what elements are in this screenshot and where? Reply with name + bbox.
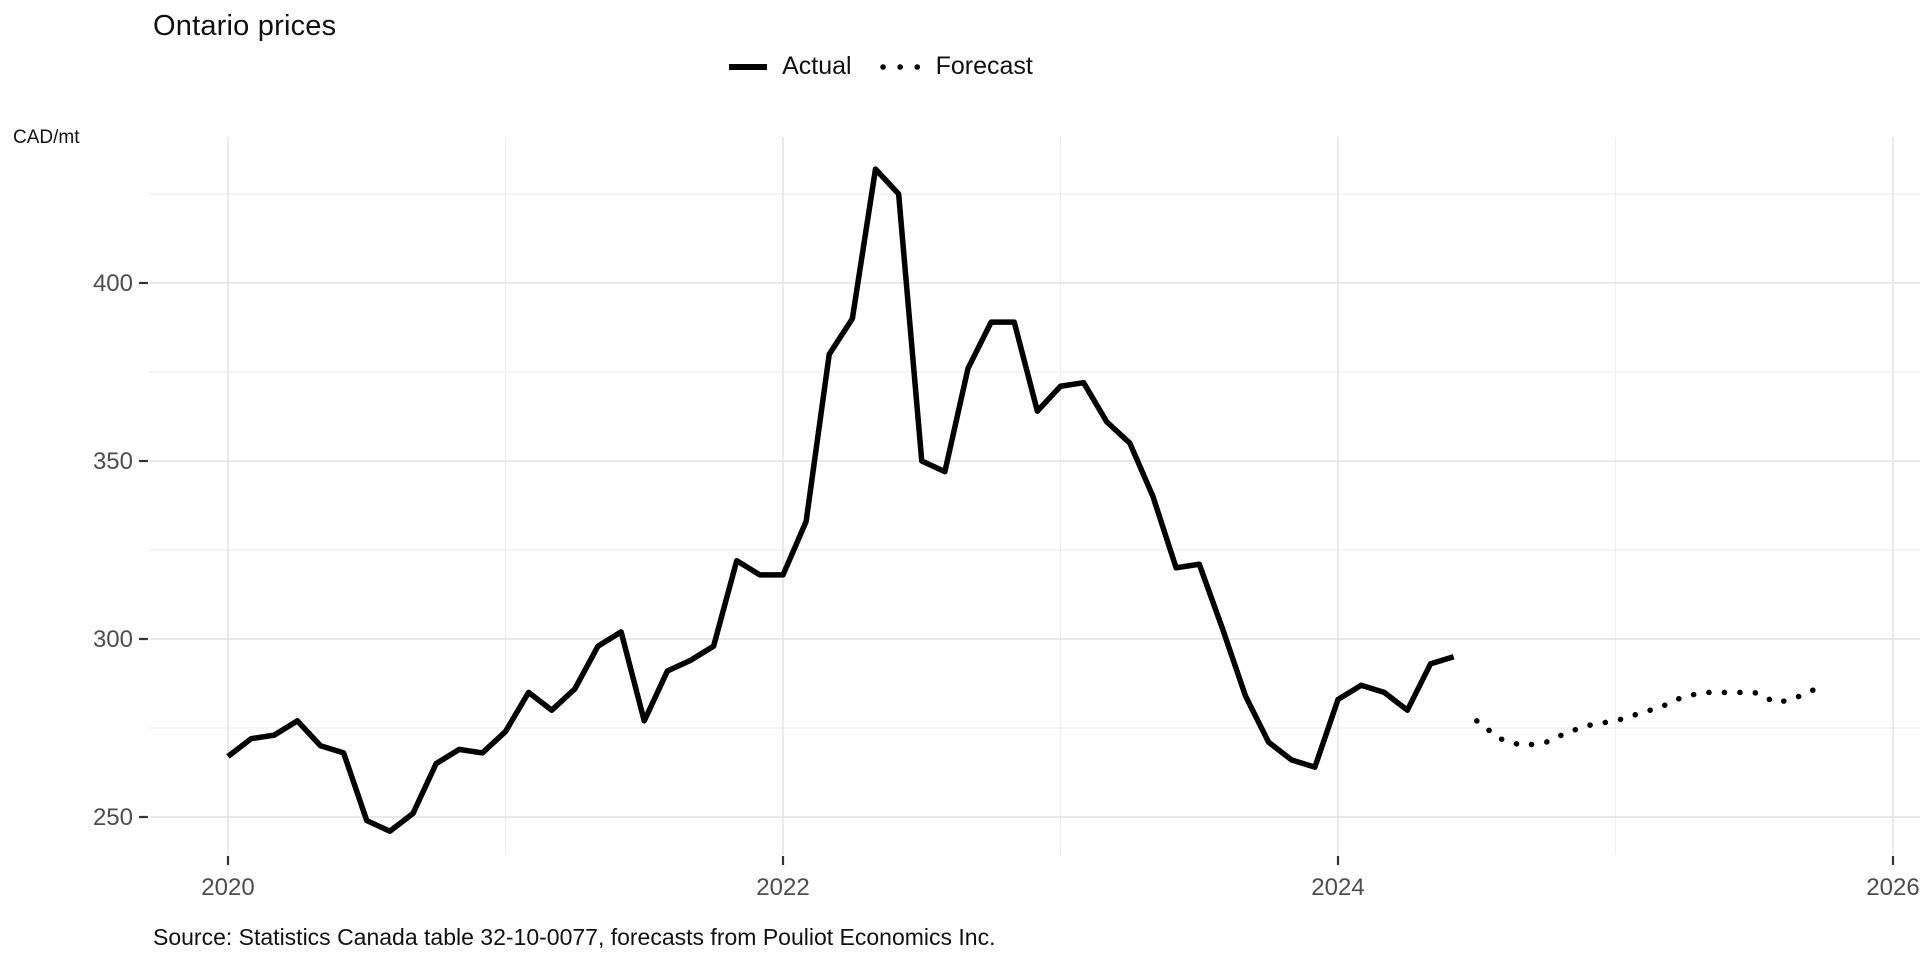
legend-actual-line-swatch: [727, 62, 769, 72]
y-tick-label: 250: [93, 804, 133, 831]
legend-forecast-label: Forecast: [935, 52, 1033, 80]
source-caption: Source: Statistics Canada table 32-10-00…: [153, 924, 996, 950]
x-tick-label: 2024: [1311, 874, 1364, 901]
x-tick-label: 2020: [201, 874, 254, 901]
legend-forecast-line-swatch: [879, 62, 926, 72]
legend-actual-label: Actual: [782, 52, 852, 80]
y-tick-label: 350: [93, 448, 133, 475]
x-tick-label: 2026: [1866, 874, 1919, 901]
forecast-line: [1474, 682, 1827, 749]
y-axis-unit-label: CAD/mt: [13, 127, 80, 148]
chart-title: Ontario prices: [153, 10, 337, 42]
actual-line: [226, 166, 1455, 834]
y-tick-label: 400: [93, 270, 133, 297]
legend: Actual Forecast: [0, 52, 1760, 81]
x-tick-label: 2022: [756, 874, 809, 901]
y-tick-label: 300: [93, 626, 133, 653]
